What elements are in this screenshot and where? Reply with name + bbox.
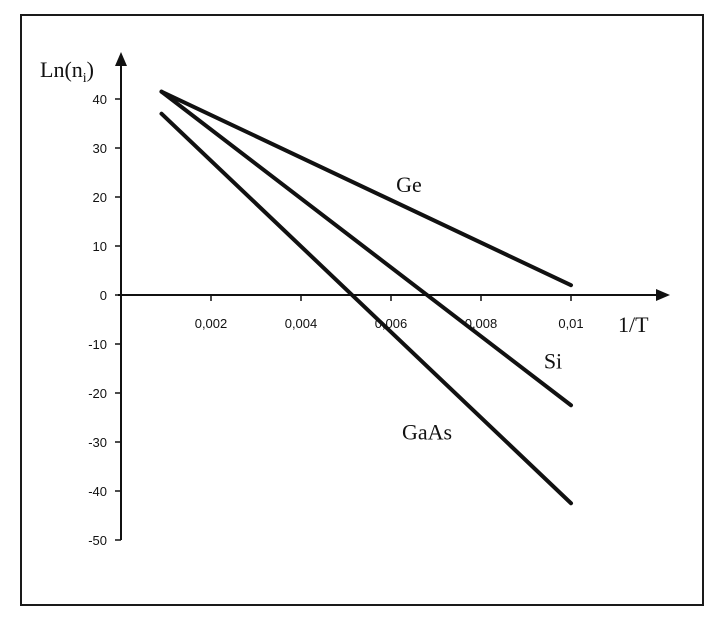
series-lines	[159, 89, 573, 506]
y-axis-arrow	[115, 52, 127, 66]
x-axis-arrow	[656, 289, 670, 301]
series-label-si: Si	[544, 349, 562, 374]
x-ticks: 0,002 0,004 0,006 0,008 0,01	[195, 295, 584, 331]
y-ticks: 40 30 20 10 0 -10 -20 -30 -40 -50	[88, 92, 121, 548]
x-axis-title: 1/T	[618, 312, 649, 337]
x-tick-label: 0,01	[558, 316, 583, 331]
x-tick-label: 0,008	[465, 316, 498, 331]
x-tick-label: 0,002	[195, 316, 228, 331]
axes	[115, 52, 670, 540]
x-tick-label: 0,006	[375, 316, 408, 331]
series-label-ge: Ge	[396, 172, 422, 197]
series-labels: Ge Si GaAs	[396, 172, 562, 444]
y-tick-label: -10	[88, 337, 107, 352]
y-tick-label: 30	[93, 141, 107, 156]
y-tick-label: -20	[88, 386, 107, 401]
series-line-ge	[159, 89, 573, 288]
series-label-gaas: GaAs	[402, 420, 452, 445]
series-line-si	[159, 89, 573, 408]
y-tick-label: 0	[100, 288, 107, 303]
y-tick-label: 20	[93, 190, 107, 205]
x-tick-label: 0,004	[285, 316, 318, 331]
y-tick-label: -50	[88, 533, 107, 548]
series-line-gaas	[159, 111, 573, 506]
y-tick-label: 40	[93, 92, 107, 107]
axis-titles: 1/T Ln(ni)	[40, 57, 649, 337]
y-axis-title: Ln(ni)	[40, 57, 94, 86]
y-tick-label: 10	[93, 239, 107, 254]
y-tick-label: -40	[88, 484, 107, 499]
chart-frame	[20, 14, 704, 606]
y-tick-label: -30	[88, 435, 107, 450]
